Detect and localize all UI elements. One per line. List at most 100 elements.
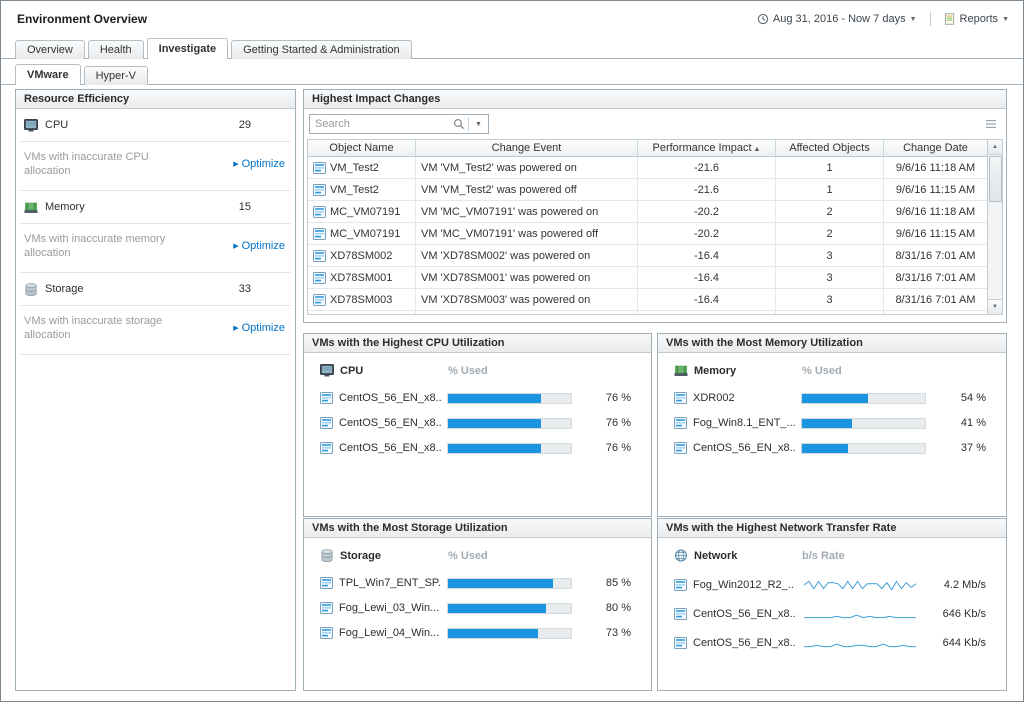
cell-change-event[interactable]: VM 'MC_VM07191' was powered off [416,223,638,245]
optimize-memory-link[interactable]: ▶ Optimize [233,240,285,252]
optimize-arrow-icon: ▶ [233,243,239,250]
vm-icon [674,637,687,649]
column-header-change-event[interactable]: Change Event [416,140,638,157]
resource-efficiency-title: Resource Efficiency [16,90,295,109]
vm-name: CentOS_56_EN_x8... [339,417,441,429]
metric-label: CPU [340,364,364,377]
list-item[interactable]: CentOS_56_EN_x8... 76 % [304,417,651,429]
cell-object-name[interactable]: VM_Test2 [308,157,416,179]
cell-change-date[interactable]: 9/6/16 11:18 AM [884,201,987,223]
cell-affected-objects[interactable]: 3 [776,267,884,289]
cell-performance-impact[interactable]: -21.6 [638,157,776,179]
cell-object-name[interactable]: MC_VM07191 [308,201,416,223]
tab-hyperv[interactable]: Hyper-V [83,66,148,85]
vm-name: CentOS_56_EN_x8... [693,442,795,454]
cell-affected-objects[interactable]: 2 [776,223,884,245]
vertical-scrollbar[interactable]: ▲ ▼ [987,140,1002,314]
time-range-selector[interactable]: Aug 31, 2016 - Now 7 days ▼ [753,11,921,27]
list-item[interactable]: TPL_Win7_ENT_SP... 85 % [304,577,651,589]
cell-performance-impact[interactable]: -20.2 [638,223,776,245]
cell-change-date[interactable]: 9/6/16 11:15 AM [884,223,987,245]
cell-change-event[interactable]: VM 'VM_Test2' was powered off [416,179,638,201]
resource-note-cpu: VMs with inaccurate CPU allocation ▶ Opt… [20,142,291,191]
scroll-up-button[interactable]: ▲ [987,140,1002,155]
list-item[interactable]: Fog_Lewi_04_Win... 73 % [304,627,651,639]
vm-icon [320,627,333,639]
top-bar: Environment Overview Aug 31, 2016 - Now … [1,1,1023,37]
vm-icon [313,228,326,240]
optimize-label: Optimize [241,158,285,170]
list-item[interactable]: CentOS_56_EN_x8... 646 Kb/s [658,606,1006,622]
list-item[interactable]: Fog_Win8.1_ENT_... 41 % [658,417,1006,429]
cell-change-date[interactable]: 8/31/16 7:01 AM [884,289,987,311]
optimize-cpu-link[interactable]: ▶ Optimize [233,158,285,170]
list-item[interactable]: XDR002 54 % [658,392,1006,404]
metric-label: Network [694,549,738,562]
cell-performance-impact[interactable]: -21.6 [638,179,776,201]
scroll-down-button[interactable]: ▼ [987,299,1002,314]
list-item[interactable]: CentOS_56_EN_x8... 644 Kb/s [658,635,1006,651]
list-item[interactable]: CentOS_56_EN_x8... 37 % [658,442,1006,454]
cell-affected-objects[interactable]: 1 [776,157,884,179]
scrollbar-thumb[interactable] [988,156,1002,202]
tab-vmware[interactable]: VMware [15,64,81,85]
cell-performance-impact[interactable]: -16.4 [638,267,776,289]
cpu-icon [24,119,38,132]
vm-icon [320,602,333,614]
vm-icon [313,272,326,284]
tab-overview[interactable]: Overview [15,40,85,59]
cell-performance-impact[interactable]: -16.4 [638,245,776,267]
cell-affected-objects[interactable]: 2 [776,201,884,223]
cell-change-event[interactable]: VM 'VM_Test2' was powered on [416,157,638,179]
cell-change-event[interactable]: VM 'MC_VM07191' was powered on [416,201,638,223]
cell-change-event[interactable]: VM 'XD78SM002' was powered on [416,245,638,267]
cell-change-date[interactable]: 9/6/16 11:15 AM [884,179,987,201]
cell-change-event[interactable]: VM 'XD78SM001' was powered on [416,267,638,289]
network-transfer-panel: VMs with the Highest Network Transfer Ra… [657,518,1007,691]
list-item[interactable]: Fog_Win2012_R2_... 4.2 Mb/s [658,577,1006,593]
network-sparkline [803,580,917,591]
memory-utilization-panel: VMs with the Most Memory Utilization Mem… [657,333,1007,517]
table-options-icon[interactable] [981,115,1000,133]
column-header-change-date[interactable]: Change Date [884,140,987,157]
usage-bar [447,627,572,639]
cell-change-date[interactable]: 9/6/16 11:18 AM [884,157,987,179]
vm-icon [674,392,687,404]
vm-icon [320,577,333,589]
search-input[interactable] [310,118,449,130]
cell-performance-impact[interactable]: -16.4 [638,289,776,311]
tab-health[interactable]: Health [87,40,144,59]
cell-affected-objects[interactable]: 3 [776,245,884,267]
network-sparkline [804,614,916,619]
cell-performance-impact[interactable]: -20.2 [638,201,776,223]
search-options-caret[interactable]: ▼ [475,120,482,128]
cell-affected-objects[interactable]: 1 [776,179,884,201]
impact-table: Object Name Change Event Performance Imp… [307,139,1003,315]
column-header-object-name[interactable]: Object Name [308,140,416,157]
cell-change-event[interactable]: VM 'XD78SM003' was powered on [416,289,638,311]
cell-object-name[interactable]: VM_Test2 [308,179,416,201]
column-header-affected-objects[interactable]: Affected Objects [776,140,884,157]
usage-value: 76 % [605,442,631,454]
vm-name: Fog_Lewi_03_Win... [339,602,440,614]
list-item[interactable]: CentOS_56_EN_x8... 76 % [304,392,651,404]
cell-object-name[interactable]: XD78SM001 [308,267,416,289]
cell-object-name[interactable]: XD78SM003 [308,289,416,311]
reports-menu[interactable]: Reports ▼ [940,11,1013,27]
page-title: Environment Overview [17,12,148,26]
search-icon[interactable] [449,115,468,133]
right-column: Highest Impact Changes ▼ Object Name [303,89,1007,691]
cell-affected-objects[interactable]: 3 [776,289,884,311]
cell-object-name[interactable]: XD78SM002 [308,245,416,267]
cell-change-date[interactable]: 8/31/16 7:01 AM [884,267,987,289]
cell-object-name[interactable]: MC_VM07191 [308,223,416,245]
tab-getting-started[interactable]: Getting Started & Administration [231,40,412,59]
list-item[interactable]: CentOS_56_EN_x8... 76 % [304,442,651,454]
cell-change-date[interactable]: 8/31/16 7:01 AM [884,245,987,267]
list-item[interactable]: Fog_Lewi_03_Win... 80 % [304,602,651,614]
cell-object-name[interactable] [308,311,416,314]
optimize-storage-link[interactable]: ▶ Optimize [233,322,285,334]
column-header-performance-impact[interactable]: Performance Impact ▲ [638,140,776,157]
resource-value: 29 [238,119,251,131]
tab-investigate[interactable]: Investigate [146,38,229,59]
